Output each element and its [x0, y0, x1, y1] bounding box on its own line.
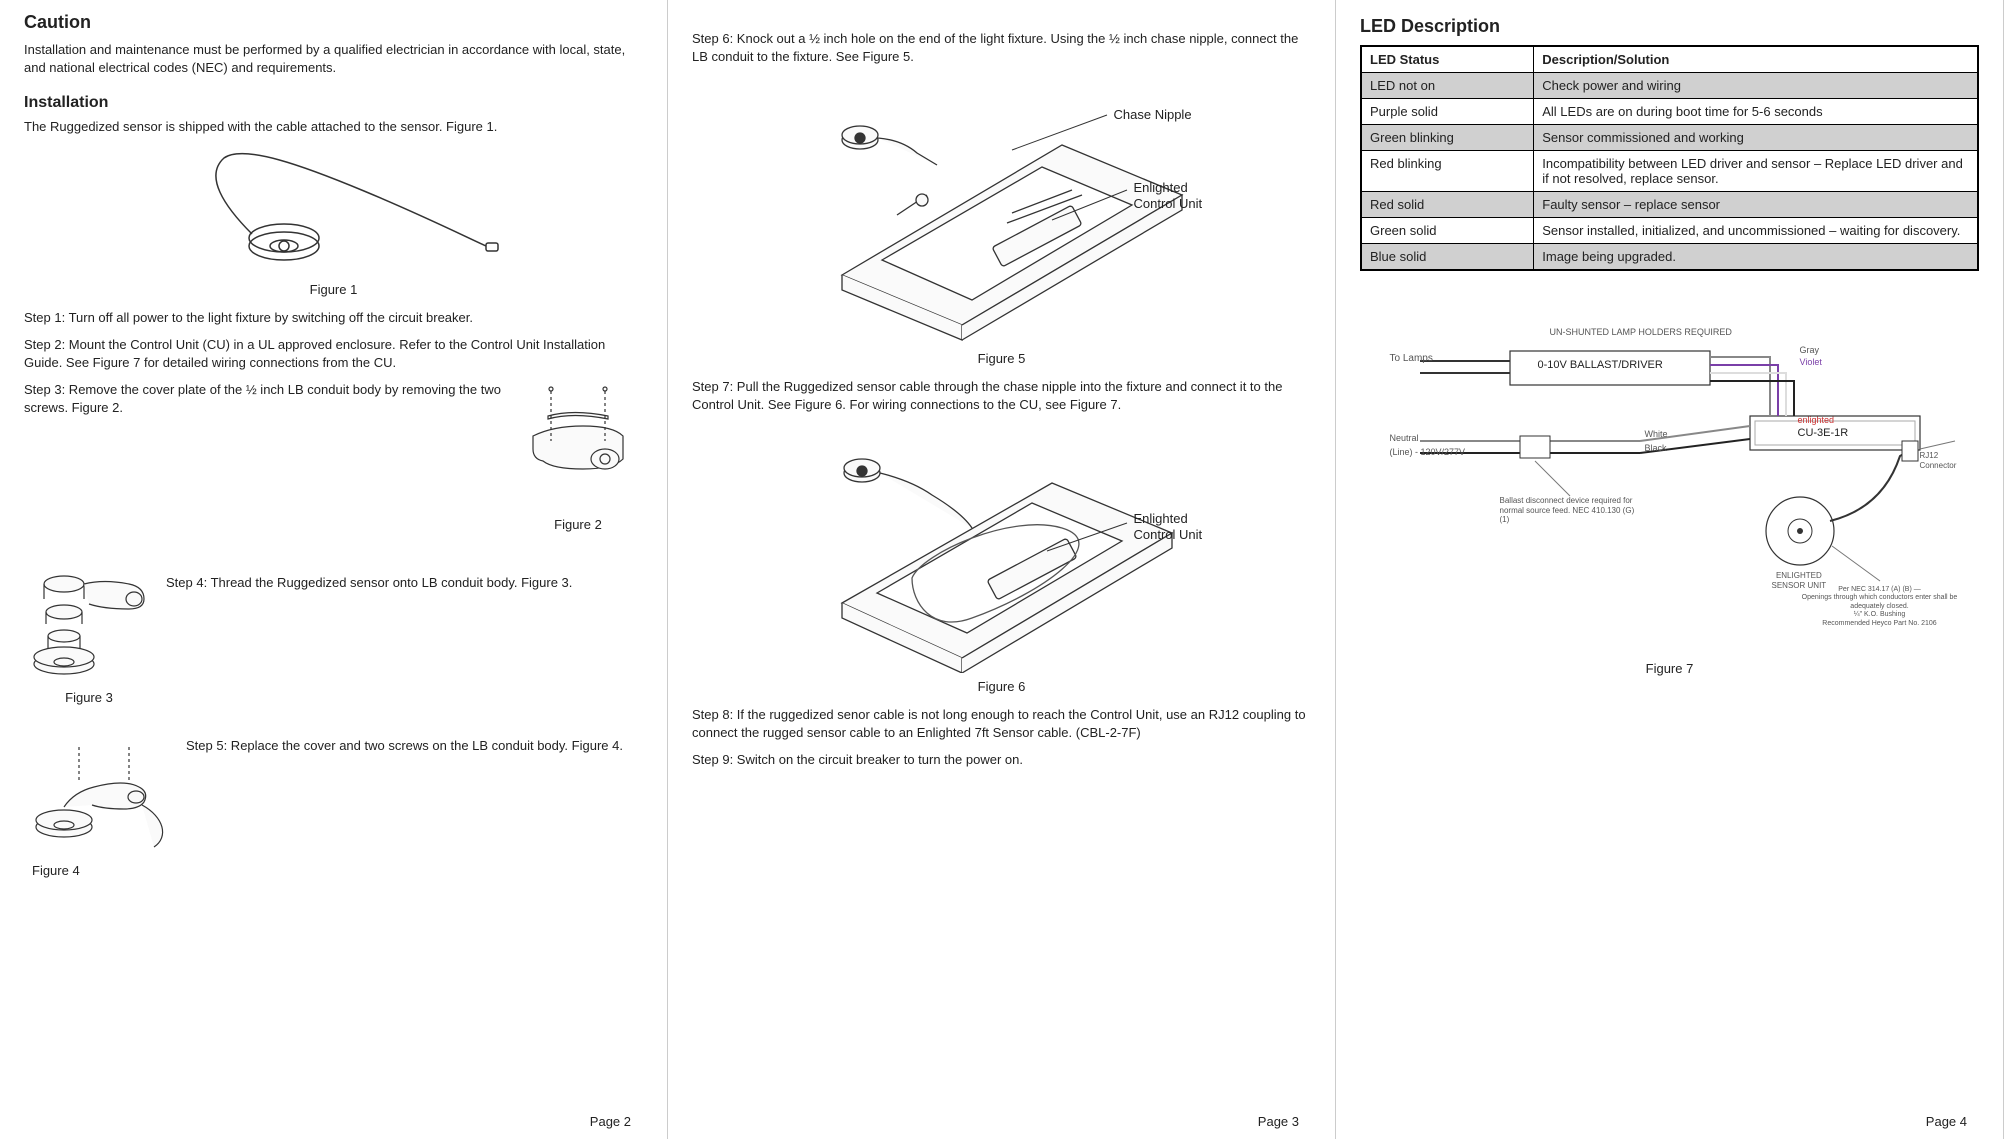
led-status-cell: Red blinking [1361, 151, 1534, 192]
nec-note: Per NEC 314.17 (A) (B) — Openings throug… [1800, 586, 1960, 628]
led-status-table: LED Status Description/Solution LED not … [1360, 45, 1979, 271]
figure-6-label: Figure 6 [692, 679, 1311, 694]
gray-label: Gray [1800, 345, 1820, 356]
rj12-label: RJ12 Connector [1920, 451, 1960, 470]
figure-2-label: Figure 2 [513, 517, 643, 532]
step-5: Step 5: Replace the cover and two screws… [186, 737, 643, 755]
led-desc-cell: Image being upgraded. [1534, 244, 1978, 271]
table-row: Green solidSensor installed, initialized… [1361, 218, 1978, 244]
caution-heading: Caution [24, 12, 643, 33]
figure-2-illustration [513, 381, 643, 511]
th-led-status: LED Status [1361, 46, 1534, 73]
led-desc-cell: Faulty sensor – replace sensor [1534, 192, 1978, 218]
figure-7-label: Figure 7 [1360, 661, 1979, 676]
to-lamps-label: To Lamps [1390, 353, 1433, 365]
led-description-heading: LED Description [1360, 16, 1979, 37]
table-row: Red blinkingIncompatibility between LED … [1361, 151, 1978, 192]
line-label: (Line) - 120V/277V [1390, 447, 1466, 458]
led-desc-cell: Sensor installed, initialized, and uncom… [1534, 218, 1978, 244]
callout-chase-nipple: Chase Nipple [1114, 107, 1192, 123]
step-9: Step 9: Switch on the circuit breaker to… [692, 751, 1311, 769]
led-desc-cell: Check power and wiring [1534, 73, 1978, 99]
ballast-label: 0-10V BALLAST/DRIVER [1538, 359, 1663, 372]
violet-label: Violet [1800, 357, 1822, 368]
page-2: Caution Installation and maintenance mus… [0, 0, 668, 1139]
led-status-cell: Blue solid [1361, 244, 1534, 271]
lamp-holders-note: UN-SHUNTED LAMP HOLDERS REQUIRED [1550, 327, 1732, 338]
installation-heading: Installation [24, 94, 643, 112]
table-row: LED not onCheck power and wiring [1361, 73, 1978, 99]
led-status-cell: Green blinking [1361, 125, 1534, 151]
callout-ecu-2: Enlighted Control Unit [1134, 511, 1203, 542]
led-desc-cell: Incompatibility between LED driver and s… [1534, 151, 1978, 192]
step-7: Step 7: Pull the Ruggedized sensor cable… [692, 378, 1311, 413]
disconnect-note: Ballast disconnect device required for n… [1500, 496, 1640, 525]
figure-3-label: Figure 3 [24, 690, 154, 705]
caution-text: Installation and maintenance must be per… [24, 41, 643, 76]
th-description: Description/Solution [1534, 46, 1978, 73]
table-row: Purple solidAll LEDs are on during boot … [1361, 99, 1978, 125]
page-4: LED Description LED Status Description/S… [1336, 0, 2004, 1139]
led-desc-cell: Sensor commissioned and working [1534, 125, 1978, 151]
black-label: Black [1645, 443, 1667, 454]
cu-label: CU-3E-1R [1798, 427, 1849, 440]
led-status-cell: LED not on [1361, 73, 1534, 99]
led-desc-cell: All LEDs are on during boot time for 5-6… [1534, 99, 1978, 125]
figure-4-label: Figure 4 [32, 863, 174, 878]
step-6: Step 6: Knock out a ½ inch hole on the e… [692, 30, 1311, 65]
installation-intro: The Ruggedized sensor is shipped with th… [24, 118, 643, 136]
figure-3-illustration [24, 554, 154, 684]
table-row: Red solidFaulty sensor – replace sensor [1361, 192, 1978, 218]
led-status-cell: Green solid [1361, 218, 1534, 244]
figure-1-illustration [164, 146, 504, 276]
table-row: Blue solidImage being upgraded. [1361, 244, 1978, 271]
figure-4-illustration [24, 727, 174, 857]
table-row: Green blinkingSensor commissioned and wo… [1361, 125, 1978, 151]
page-number-3: Page 3 [1258, 1114, 1299, 1129]
page-3: Step 6: Knock out a ½ inch hole on the e… [668, 0, 1336, 1139]
neutral-label: Neutral [1390, 433, 1419, 444]
step-8: Step 8: If the ruggedized senor cable is… [692, 706, 1311, 741]
step-1: Step 1: Turn off all power to the light … [24, 309, 643, 327]
figure-5-label: Figure 5 [692, 351, 1311, 366]
page-number-4: Page 4 [1926, 1114, 1967, 1129]
step-4: Step 4: Thread the Ruggedized sensor ont… [166, 574, 643, 592]
led-status-cell: Red solid [1361, 192, 1534, 218]
figure-6-illustration [762, 433, 1242, 673]
step-2: Step 2: Mount the Control Unit (CU) in a… [24, 336, 643, 371]
page-number-2: Page 2 [590, 1114, 631, 1129]
figure-5-illustration [762, 85, 1242, 345]
step-3: Step 3: Remove the cover plate of the ½ … [24, 381, 501, 416]
callout-ecu-1: Enlighted Control Unit [1134, 180, 1203, 211]
led-status-cell: Purple solid [1361, 99, 1534, 125]
figure-1-label: Figure 1 [24, 282, 643, 297]
enlighted-brand: enlighted [1798, 415, 1835, 426]
white-label: White [1645, 429, 1668, 440]
